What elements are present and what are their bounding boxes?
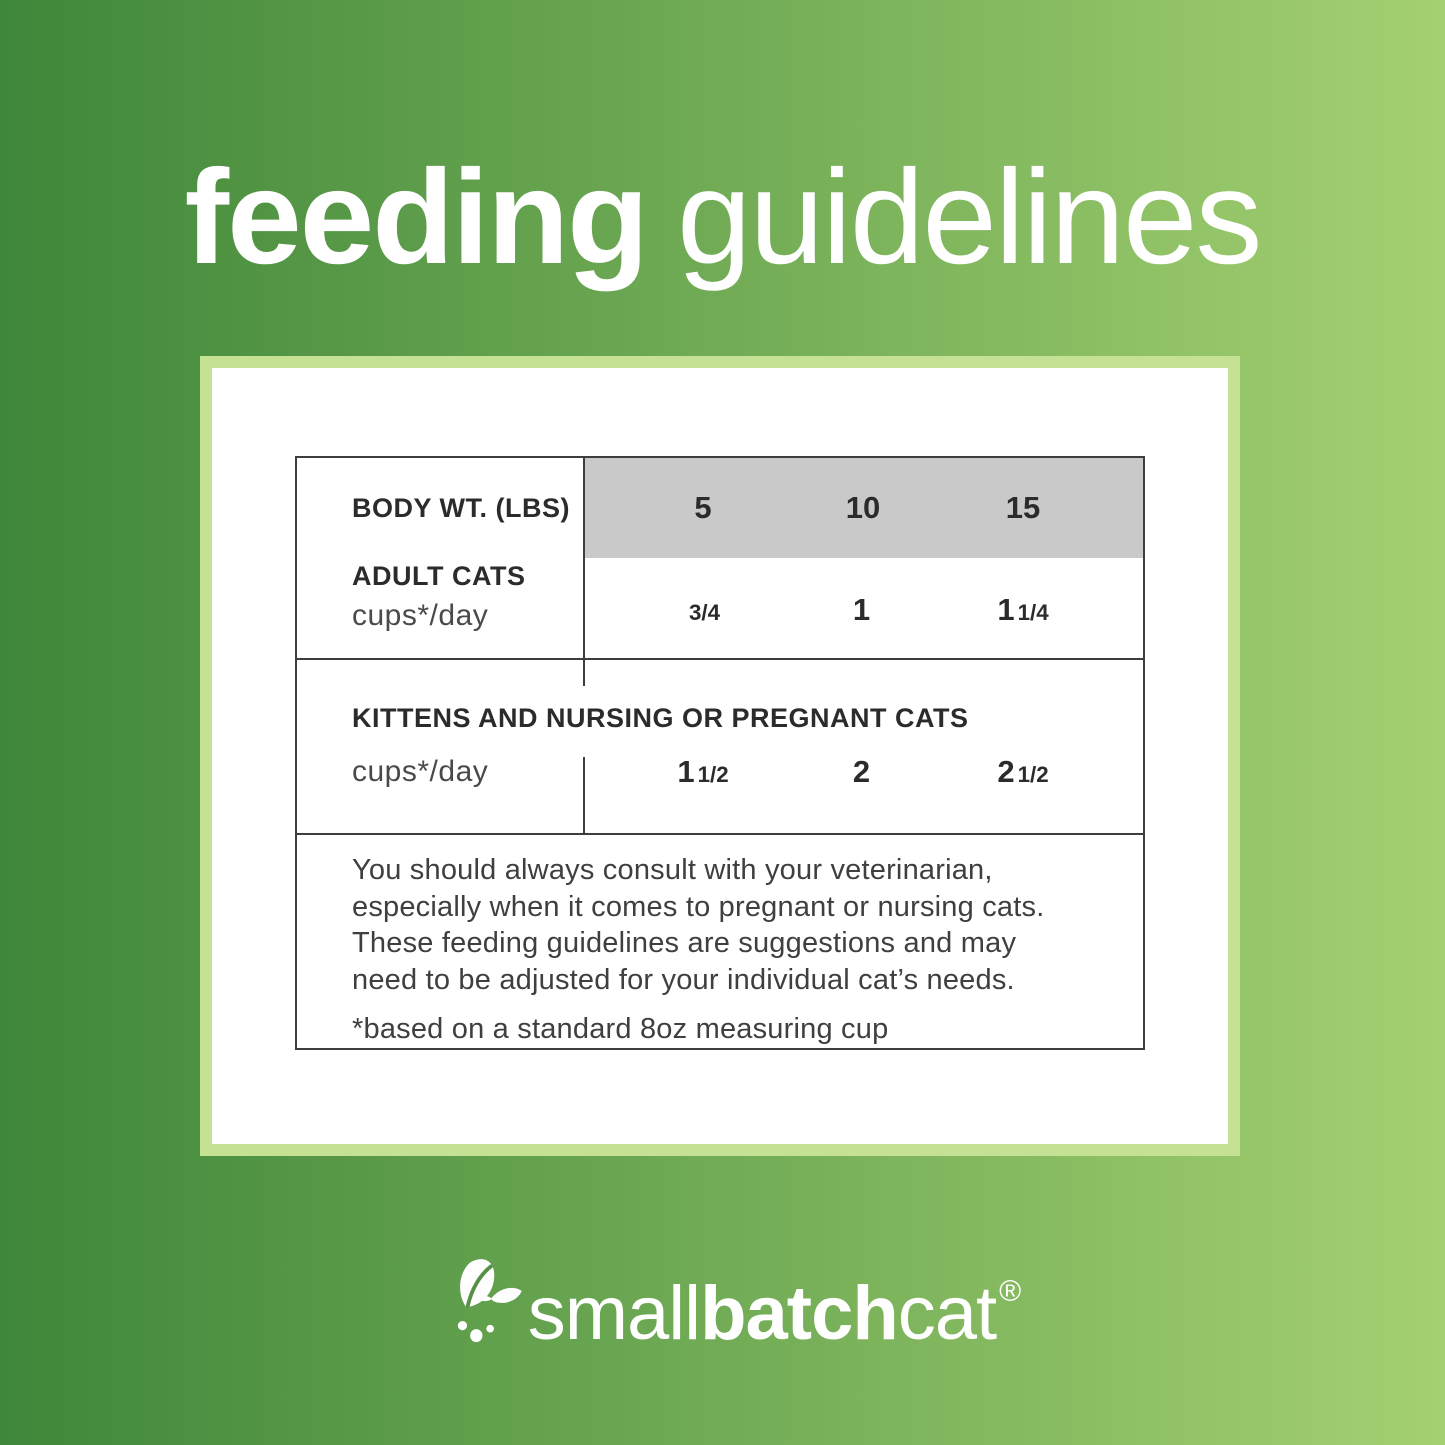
table-row-divider-2 xyxy=(297,833,1143,835)
weight-value: 5 xyxy=(694,490,712,525)
body-weight-label: BODY WT. (LBS) xyxy=(352,492,570,523)
disclaimer-line: need to be adjusted for your individual … xyxy=(352,963,1015,996)
leaf-sprout-icon xyxy=(457,1259,522,1343)
feeding-table: BODY WT. (LBS) 5 10 15 ADULT CATS cups*/… xyxy=(295,456,1145,1050)
weight-value: 10 xyxy=(845,490,881,525)
disclaimer-note: You should always consult with your vete… xyxy=(352,852,1103,1048)
disclaimer-line: You should always consult with your vete… xyxy=(352,854,993,886)
kittens-label: KITTENS AND NURSING OR PREGNANT CATS xyxy=(352,703,969,733)
adult-value: 3/4 xyxy=(688,600,721,625)
page-title: feeding guidelines xyxy=(0,138,1445,299)
adult-value: 1 1/4 xyxy=(997,592,1049,627)
kittens-values-row: 1 1/2 2 2 1/2 xyxy=(583,724,1143,820)
smallbatchcat-wordmark: smallbatchcat ® xyxy=(528,1276,1022,1352)
table-row-divider-1 xyxy=(297,658,1143,660)
adult-cups-per-day-label: cups*/day xyxy=(352,599,489,632)
wordmark-cat: cat xyxy=(897,1271,997,1356)
kittens-value: 2 1/2 xyxy=(997,754,1049,789)
measuring-cup-footnote: *based on a standard 8oz measuring cup xyxy=(352,1013,889,1045)
weight-value: 15 xyxy=(1005,490,1041,525)
disclaimer-line: especially when it comes to pregnant or … xyxy=(352,890,1045,923)
adult-cats-label: ADULT CATS xyxy=(352,561,526,591)
kittens-cups-per-day-label: cups*/day xyxy=(352,755,489,788)
wordmark-small: small xyxy=(527,1271,701,1356)
adult-value: 1 xyxy=(852,592,871,627)
title-word-feeding: feeding xyxy=(184,143,649,292)
adult-values-row: 3/4 1 1 1/4 xyxy=(583,562,1143,658)
title-word-guidelines: guidelines xyxy=(677,143,1262,292)
weight-header-band xyxy=(583,458,1143,558)
kittens-value: 2 xyxy=(852,754,871,789)
registered-trademark-icon: ® xyxy=(999,1275,1022,1308)
table-vertical-divider-bottom xyxy=(583,757,585,833)
wordmark-batch: batch xyxy=(700,1271,899,1356)
guidelines-card: BODY WT. (LBS) 5 10 15 ADULT CATS cups*/… xyxy=(200,356,1240,1156)
weight-values-row: 5 10 15 xyxy=(583,458,1143,558)
smallbatch-logo: smallbatchcat ® xyxy=(0,1246,1445,1358)
kittens-value: 1 1/2 xyxy=(677,754,729,789)
disclaimer-line: These feeding guidelines are suggestions… xyxy=(352,927,1017,959)
table-vertical-divider-top xyxy=(583,458,585,686)
guidelines-card-inner: BODY WT. (LBS) 5 10 15 ADULT CATS cups*/… xyxy=(212,368,1228,1144)
